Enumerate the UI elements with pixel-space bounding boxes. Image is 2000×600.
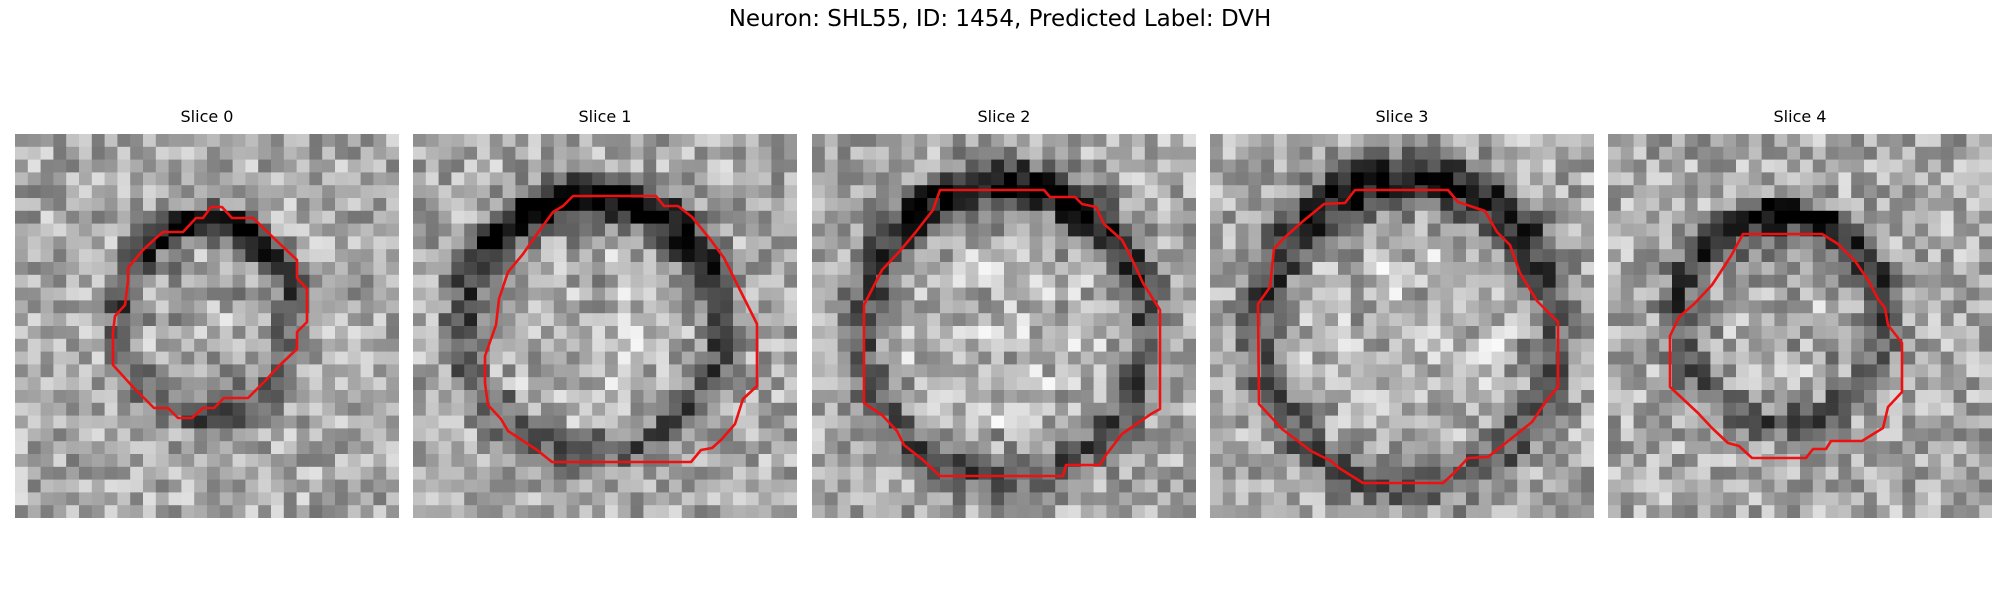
slice-3-image: [1210, 134, 1594, 518]
slice-0-title: Slice 0: [180, 107, 234, 126]
slice-3-title: Slice 3: [1375, 107, 1429, 126]
slice-1-contour: [483, 194, 759, 464]
slice-3-contour: [1256, 188, 1560, 485]
slice-4-panel: Slice 4: [1608, 107, 1992, 518]
slice-0-image: [15, 134, 399, 518]
slice-1-panel: Slice 1: [413, 107, 797, 518]
slice-2-image: [812, 134, 1196, 518]
slice-0-panel: Slice 0: [15, 107, 399, 518]
slice-1-title: Slice 1: [578, 107, 632, 126]
slice-4-image: [1608, 134, 1992, 518]
slice-2-contour: [862, 188, 1162, 478]
slice-4-title: Slice 4: [1773, 107, 1827, 126]
slice-3-panel: Slice 3: [1210, 107, 1594, 518]
slice-4-contour: [1668, 232, 1904, 460]
slice-2-title: Slice 2: [977, 107, 1031, 126]
figure-title: Neuron: SHL55, ID: 1454, Predicted Label…: [728, 6, 1272, 32]
slice-0-contour: [111, 205, 309, 420]
slice-1-image: [413, 134, 797, 518]
slice-2-panel: Slice 2: [812, 107, 1196, 518]
